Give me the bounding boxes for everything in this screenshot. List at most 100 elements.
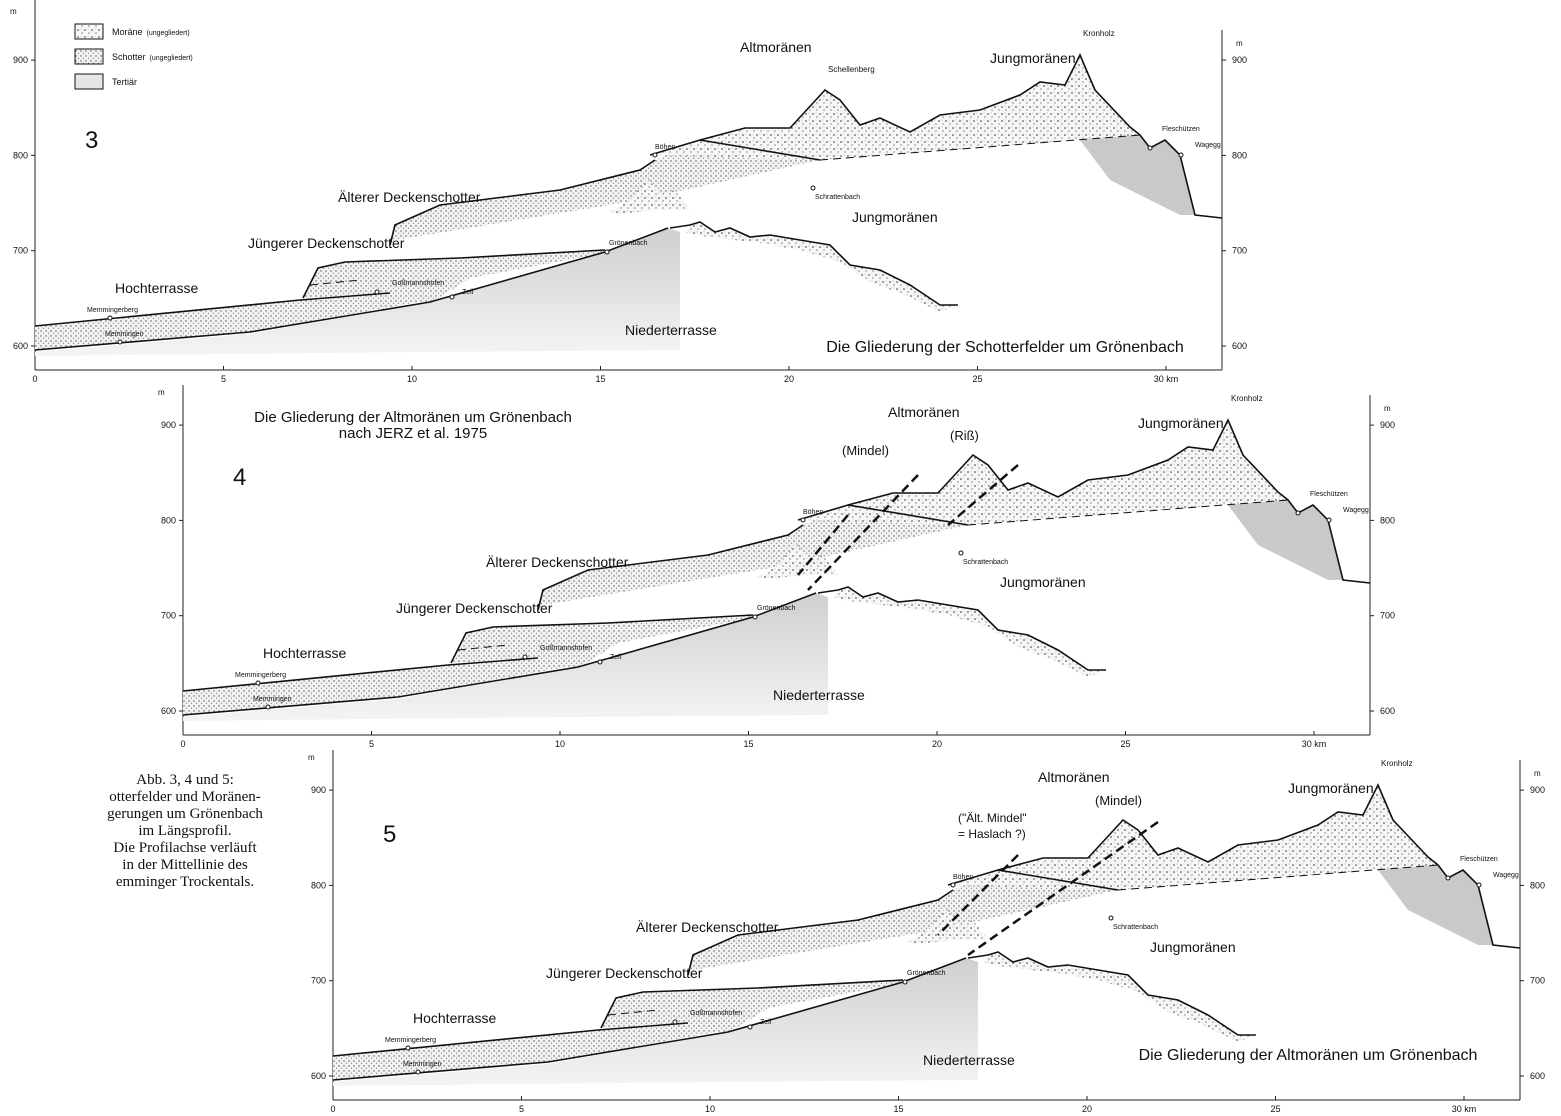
caption-line: otterfelder und Moränen-	[109, 789, 261, 805]
x-tick-label: 20	[1082, 1104, 1092, 1114]
legend-name: Moräne	[112, 27, 143, 37]
profile-label: Goßmannshofen	[540, 645, 592, 652]
profile-label: Kronholz	[1231, 394, 1263, 403]
caption-line: Abb. 3, 4 und 5:	[136, 772, 234, 788]
x-tick-label: 0	[330, 1104, 335, 1114]
y-tick-label: 900	[1530, 785, 1545, 795]
profile-label: Grönenbach	[907, 970, 946, 977]
profile-label: Memmingerberg	[235, 672, 286, 679]
profile-label: Schrattenbach	[1113, 924, 1158, 931]
place-marker	[598, 660, 602, 664]
x-tick-label: 20	[932, 739, 942, 749]
figure: Abb. 3, 4 und 5:otterfelder und Moränen-…	[0, 0, 1561, 1116]
panel-number: 3	[85, 127, 98, 154]
place-marker	[1446, 876, 1450, 880]
y-tick-label: 700	[311, 976, 326, 986]
profile-note: = Haslach ?)	[958, 827, 1026, 841]
caption-line: gerungen um Grönenbach	[107, 806, 263, 822]
legend-swatch	[75, 49, 103, 64]
x-tick-label: 0	[32, 374, 37, 384]
profile-label: Goßmannshofen	[392, 280, 444, 287]
profile-label: Memmingen	[105, 331, 144, 338]
y-tick-label: 900	[161, 420, 176, 430]
legend-note: (ungegliedert)	[150, 55, 193, 62]
jungmoraenen	[968, 952, 1256, 1042]
profile-label: Memmingerberg	[385, 1037, 436, 1044]
profile-label: Jungmoränen	[1150, 939, 1236, 955]
place-marker	[801, 518, 805, 522]
profile-label: Goßmannshofen	[690, 1010, 742, 1017]
legend-label: Schotter (ungegliedert)	[112, 52, 193, 62]
profile-label: Wagegg	[1343, 507, 1369, 514]
y-tick-label: 800	[13, 150, 28, 160]
y-tick-label: 800	[1530, 880, 1545, 890]
profile-label: Grönenbach	[757, 605, 796, 612]
legend-label: Moräne(ungegliedert)	[112, 27, 190, 37]
y-tick-label: 600	[311, 1071, 326, 1081]
x-tick-label: 25	[1120, 739, 1130, 749]
profile-label: Böhen	[655, 144, 675, 151]
profile-note: (Mindel)	[1095, 793, 1142, 808]
x-tick-label: 10	[555, 739, 565, 749]
profile-label: Jungmoränen	[1288, 780, 1374, 796]
panel-number: 5	[383, 821, 396, 848]
unit-label: m	[308, 753, 315, 762]
profile-label: Grönenbach	[609, 240, 648, 247]
profile-label: Schrattenbach	[815, 194, 860, 201]
legend-name: Schotter	[112, 52, 146, 62]
profile-label: Schrattenbach	[963, 559, 1008, 566]
y-tick-label: 700	[161, 611, 176, 621]
profile-note: Schellenberg	[828, 65, 875, 74]
place-marker	[523, 655, 527, 659]
legend-swatch	[75, 74, 103, 89]
profile-label: Jungmoränen	[852, 209, 938, 225]
profile-label: Fleschützen	[1460, 856, 1498, 863]
panel-title: Die Gliederung der Altmoränen um Grönenb…	[254, 409, 572, 426]
profile-label: Wagegg	[1195, 142, 1221, 149]
y-tick-label: 700	[13, 246, 28, 256]
caption-line: im Längsprofil.	[138, 823, 231, 839]
place-marker	[903, 980, 907, 984]
place-marker	[118, 340, 122, 344]
jungmoraenen	[818, 587, 1106, 677]
place-marker	[416, 1070, 420, 1074]
panel-title: nach JERZ et al. 1975	[339, 425, 487, 442]
place-marker	[406, 1046, 410, 1050]
unit-label: m	[1384, 404, 1391, 413]
profile-label: Niederterrasse	[625, 322, 717, 338]
y-tick-label: 800	[311, 880, 326, 890]
place-marker	[605, 250, 609, 254]
profile-label: Hochterrasse	[263, 645, 346, 661]
profile-note: (Riß)	[950, 428, 979, 443]
y-tick-label: 900	[13, 55, 28, 65]
x-tick-label: 25	[972, 374, 982, 384]
jungmoraenen	[670, 222, 958, 312]
profile-label: Böhen	[953, 874, 973, 881]
profile-label: Fleschützen	[1310, 491, 1348, 498]
place-marker	[1477, 883, 1481, 887]
place-marker	[811, 186, 815, 190]
profile-label: Fleschützen	[1162, 126, 1200, 133]
profile-label: Jüngerer Deckenschotter	[396, 600, 553, 616]
unit-label: m	[10, 7, 17, 16]
place-marker	[266, 705, 270, 709]
profile-label: Memmingen	[403, 1061, 442, 1068]
profile-label: Älterer Deckenschotter	[338, 189, 481, 205]
profile-label: Jungmoränen	[1138, 415, 1224, 431]
profile-label: Niederterrasse	[923, 1052, 1015, 1068]
unit-label: m	[1236, 39, 1243, 48]
legend-swatch	[75, 24, 103, 39]
profile-label: Zell	[462, 289, 474, 296]
place-marker	[1109, 916, 1113, 920]
profile-label: Jungmoränen	[990, 50, 1076, 66]
y-tick-label: 900	[1232, 55, 1247, 65]
place-marker	[959, 551, 963, 555]
place-marker	[1179, 153, 1183, 157]
profile-label: Älterer Deckenschotter	[636, 919, 779, 935]
caption-line: Die Profilachse verläuft	[113, 840, 257, 856]
caption: Abb. 3, 4 und 5:otterfelder und Moränen-…	[107, 772, 263, 890]
profile-label: Wagegg	[1493, 872, 1519, 879]
profile-label: Hochterrasse	[115, 280, 198, 296]
